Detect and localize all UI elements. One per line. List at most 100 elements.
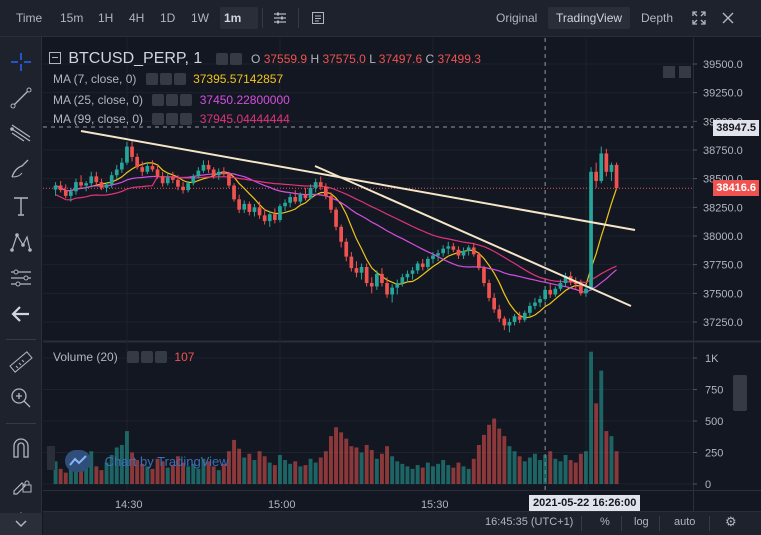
candle-body [114, 169, 119, 176]
interval-dropdown[interactable]: 1m ▼ [220, 7, 258, 46]
candle-body [278, 206, 282, 220]
volume-bar [420, 467, 425, 484]
log-toggle[interactable]: log [634, 516, 649, 528]
volume-bar [278, 455, 282, 484]
interval-15m[interactable]: 15m [60, 11, 84, 25]
candle-body [405, 273, 410, 278]
chevron-down-icon [15, 520, 27, 528]
candle-body [160, 176, 165, 184]
visibility-icon[interactable] [145, 73, 158, 85]
collapse-legend-icon[interactable] [49, 52, 61, 64]
interval-time[interactable]: Time [16, 11, 43, 25]
volume-bar [359, 452, 364, 484]
volume-bar [247, 453, 252, 484]
toolbar-divider [298, 8, 299, 28]
fullscreen-icon[interactable] [688, 7, 710, 29]
ma7-legend: MA (7, close, 0) 37395.57142857 [53, 72, 283, 86]
pattern-tool-icon[interactable] [6, 229, 36, 255]
active-interval-label: 1m [224, 11, 242, 25]
candle-body [359, 266, 364, 273]
candle-body [262, 215, 267, 222]
toolbar-divider [262, 8, 263, 28]
back-arrow-icon[interactable] [6, 301, 36, 327]
volume-bar [487, 424, 491, 484]
close-icon[interactable] [173, 73, 186, 85]
toolbar-divider [621, 516, 622, 531]
trendline-icon[interactable] [6, 85, 36, 111]
candle-body [74, 182, 78, 192]
volume-bar [201, 458, 206, 484]
ruler-icon[interactable] [6, 349, 36, 375]
crosshair-icon[interactable] [6, 49, 36, 75]
visibility-icon[interactable] [152, 94, 165, 106]
candle-body [471, 247, 476, 255]
volume-label: Volume (20) [53, 350, 118, 364]
volume-bar [502, 436, 507, 484]
price-chart[interactable]: 39500.039250.039000.038750.038500.038250… [43, 38, 761, 535]
candle-body [283, 202, 287, 207]
scale-up-icon[interactable] [663, 66, 675, 78]
drawing-toolbar [0, 37, 42, 535]
indicators-settings-icon[interactable] [268, 7, 292, 29]
volume-bar [191, 463, 196, 484]
volume-bar [522, 461, 527, 484]
scroll-handle[interactable] [733, 375, 747, 411]
auto-toggle[interactable]: auto [674, 516, 696, 528]
view-original[interactable]: Original [496, 11, 538, 25]
candle-body [145, 166, 150, 172]
volume-bar [344, 438, 349, 484]
candle-body [334, 209, 338, 227]
visibility-icon[interactable] [127, 351, 140, 363]
view-tradingview[interactable]: TradingView [548, 7, 631, 29]
candle-body [364, 266, 369, 284]
candle-body [313, 182, 318, 188]
close-icon[interactable] [180, 113, 193, 125]
lock-drawing-icon[interactable] [6, 471, 36, 497]
zoom-in-icon[interactable] [6, 385, 36, 411]
interval-4h[interactable]: 4H [129, 11, 145, 25]
toolbar-collapse-button[interactable] [0, 513, 42, 535]
candle-body [553, 288, 558, 295]
settings-icon[interactable] [229, 53, 242, 65]
settings-icon[interactable] [141, 351, 154, 363]
tradingview-watermark[interactable]: Chart by TradingView [65, 450, 229, 472]
volume-bar [181, 462, 185, 484]
visibility-icon[interactable] [215, 53, 228, 65]
volume-bar [334, 427, 338, 484]
chart-canvas[interactable]: 39500.039250.039000.038750.038500.038250… [43, 38, 761, 511]
candle-body [461, 250, 466, 256]
fib-tool-icon[interactable] [6, 121, 36, 147]
close-icon[interactable] [180, 94, 193, 106]
settings-icon[interactable] [166, 94, 179, 106]
candle-body [466, 247, 471, 251]
interval-1w[interactable]: 1W [191, 11, 209, 25]
close-icon[interactable] [155, 351, 168, 363]
volume-bar [165, 467, 170, 484]
visibility-icon[interactable] [152, 113, 165, 125]
interval-1d[interactable]: 1D [160, 11, 176, 25]
interval-1h[interactable]: 1H [98, 11, 114, 25]
close-icon[interactable] [718, 7, 740, 29]
volume-bar [512, 451, 517, 484]
pane-resize-handle[interactable] [47, 446, 55, 470]
prediction-tool-icon[interactable] [6, 265, 36, 291]
percent-toggle[interactable]: % [600, 516, 610, 528]
candle-body [324, 186, 328, 196]
volume-bar [84, 463, 89, 484]
settings-icon[interactable] [159, 73, 172, 85]
settings-icon[interactable] [166, 113, 179, 125]
candle-body [196, 170, 201, 177]
text-tool-icon[interactable] [6, 193, 36, 219]
brush-icon[interactable] [6, 157, 36, 183]
volume-bar [461, 466, 466, 484]
candle-body [522, 312, 527, 320]
ma99-value: 37945.04444444 [199, 112, 290, 126]
gear-icon[interactable]: ⚙ [725, 514, 737, 529]
candle-body [410, 270, 415, 274]
scale-down-icon[interactable] [679, 66, 691, 78]
volume-bar [267, 462, 272, 484]
magnet-icon[interactable] [6, 435, 36, 461]
candle-body [507, 322, 512, 326]
indicator-list-icon[interactable] [306, 7, 330, 29]
view-depth[interactable]: Depth [641, 11, 674, 25]
